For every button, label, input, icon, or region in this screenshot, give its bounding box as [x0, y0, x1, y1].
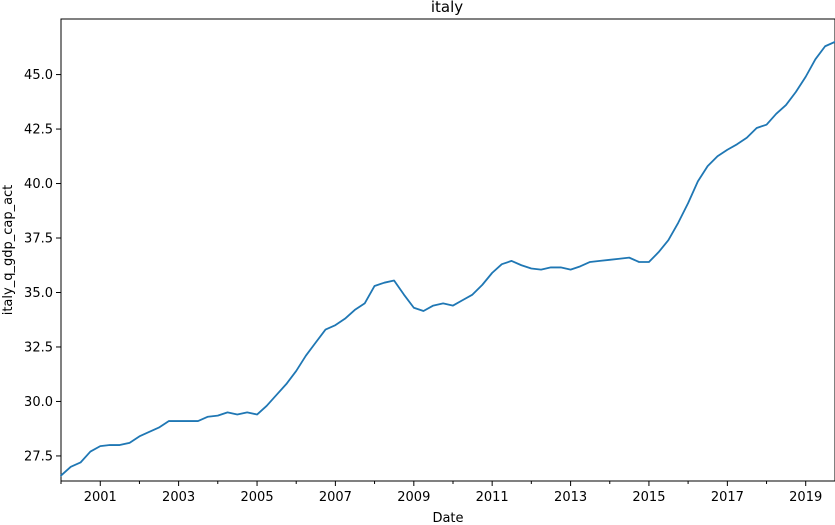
- x-tick-label: 2009: [397, 490, 430, 505]
- x-tick-label: 2017: [711, 490, 744, 505]
- y-tick-label: 37.5: [24, 232, 53, 247]
- y-tick-label: 45.0: [24, 68, 53, 83]
- y-tick-label: 42.5: [24, 123, 53, 138]
- x-axis: 2001 2003 2005 2007 2009 2011 2013 2015 2017 2019: [60, 481, 822, 505]
- y-axis-label: italy_q_gdp_cap_act: [1, 185, 16, 316]
- y-tick-label: 30.0: [24, 395, 53, 410]
- plot-area-frame: [60, 18, 835, 482]
- chart-title: italy: [431, 0, 463, 16]
- y-tick-label: 27.5: [24, 449, 53, 464]
- x-axis-label: Date: [432, 511, 463, 525]
- x-tick-label: 2007: [319, 490, 352, 505]
- x-tick-label: 2005: [241, 490, 274, 505]
- x-tick-label: 2011: [476, 490, 509, 505]
- y-tick-label: 40.0: [24, 177, 53, 192]
- series-line: [60, 40, 835, 477]
- x-tick-label: 2019: [789, 490, 822, 505]
- x-tick-label: 2001: [84, 490, 117, 505]
- x-tick-label: 2013: [554, 490, 587, 505]
- series-layer: [60, 40, 835, 477]
- y-tick-label: 32.5: [24, 340, 53, 355]
- y-tick-label: 35.0: [24, 286, 53, 301]
- y-axis: 27.5 30.0 32.5 35.0 37.5 40.0 42.5 45.0: [24, 68, 61, 464]
- x-tick-label: 2015: [632, 490, 665, 505]
- x-tick-label: 2003: [162, 490, 195, 505]
